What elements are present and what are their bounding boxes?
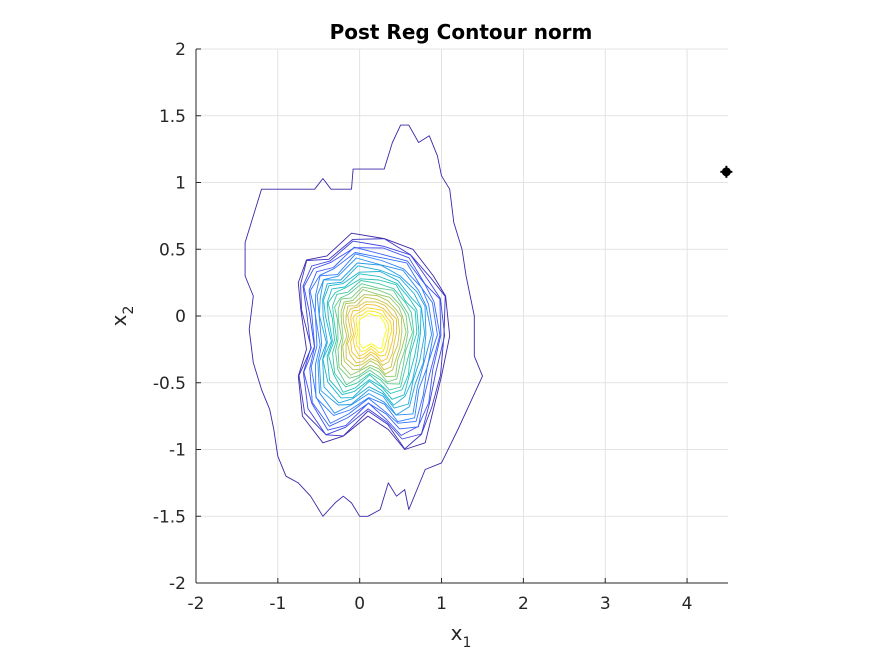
contour-level-line [352,307,393,357]
contour-level-line [297,232,451,450]
contour-level-line [337,286,409,383]
y-axis-label-base: x [107,314,131,326]
contour-level-line [350,303,395,362]
y-tick-label: 0 [175,307,186,327]
contour-level-line [327,278,418,394]
contour-level-line [298,238,446,450]
y-tick-label: -2 [169,574,186,594]
contour-level-line [318,262,427,416]
contour-level-line [342,294,403,375]
x-tick-label: 0 [354,594,365,614]
y-axis-label: x2 [107,306,137,327]
contour-level-line [316,257,433,416]
y-axis-label-sub: 2 [121,306,137,315]
contour-level-line [308,246,441,430]
axes [195,48,728,584]
y-tick-label: -1.5 [153,507,186,527]
contour-level-line [303,247,442,436]
x-tick-label: 2 [518,594,529,614]
x-tick-label: 4 [682,594,693,614]
x-axis-label-sub: 1 [462,635,471,651]
x-tick-label: -1 [269,594,286,614]
chart-title: Post Reg Contour norm [330,20,593,44]
contour-level-line [302,240,446,440]
contour-level-line [345,296,400,371]
contour-level-line [309,252,438,424]
contour-level-line [332,280,415,391]
contour-level-line [322,271,422,406]
y-tick-label: 0.5 [159,240,186,260]
y-tick-labels: -2 -1.5 -1 -0.5 0 0.5 1 1.5 2 [153,40,186,594]
contour-level-line [355,310,390,354]
contour-level-line [334,283,413,386]
x-axis-label-base: x [451,621,463,645]
outer-contour-line [244,124,483,517]
x-tick-label: 3 [600,594,611,614]
y-tick-label: 2 [175,40,186,60]
contour-level-line [340,289,407,378]
contour-lines [244,124,483,517]
x-tick-label: -2 [188,594,205,614]
contour-level-line [314,253,434,423]
x-tick-label: 1 [436,594,447,614]
y-tick-label: 1.5 [159,107,186,127]
contour-level-line [347,301,398,366]
contour-level-line [322,265,426,409]
contour-level-line [358,312,387,349]
outlier-point-group [720,165,733,178]
contour-level-line [326,273,420,400]
y-tick-label: -1 [169,441,186,461]
x-tick-labels: -2 -1 0 1 2 3 4 [188,594,693,614]
y-tick-label: 1 [175,174,186,194]
y-tick-label: -0.5 [153,374,186,394]
x-axis-label: x1 [451,621,472,651]
